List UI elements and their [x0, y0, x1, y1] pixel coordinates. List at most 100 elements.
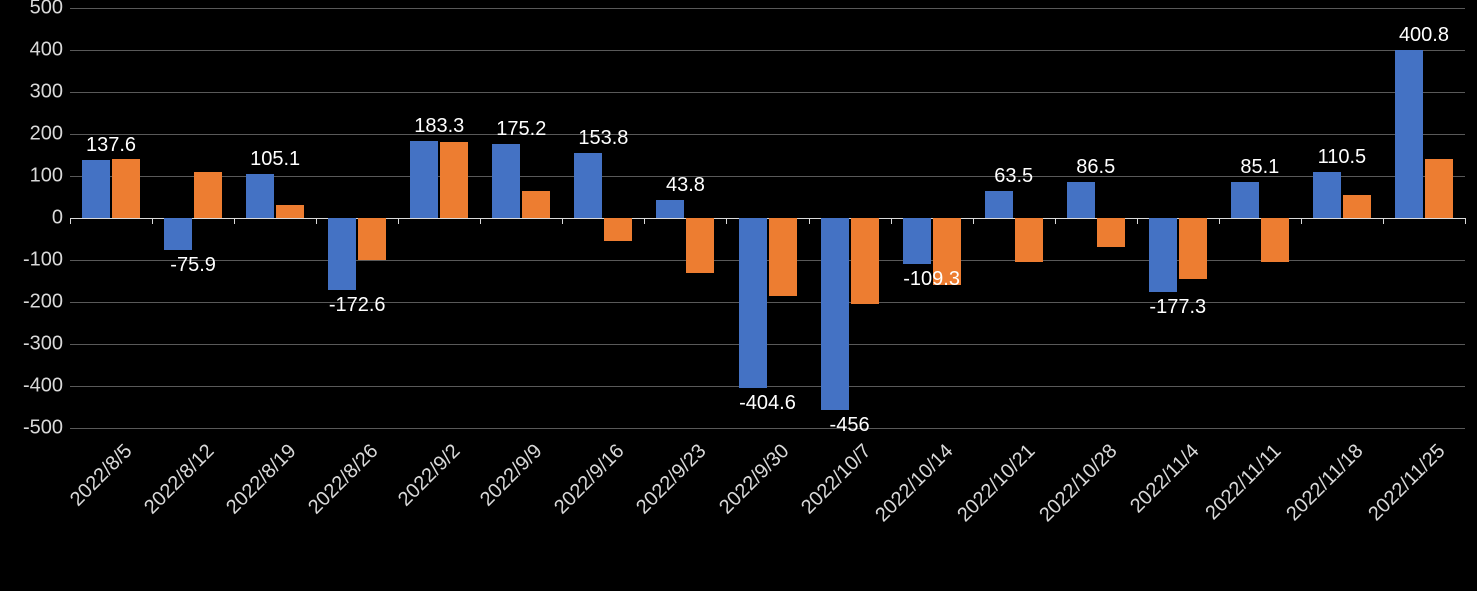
x-tick-mark [1301, 218, 1302, 224]
bar-chart: 5004003002001000-100-200-300-400-500137.… [0, 0, 1477, 591]
gridline [70, 134, 1465, 135]
x-tick-mark [152, 218, 153, 224]
plot-area [70, 8, 1465, 428]
bar-series2 [686, 218, 714, 273]
data-label: 63.5 [994, 165, 1033, 188]
bar-series2 [522, 191, 550, 218]
bar-series1 [492, 144, 520, 218]
y-tick-label: -400 [8, 375, 63, 398]
bar-series1 [903, 218, 931, 264]
gridline [70, 386, 1465, 387]
data-label: 86.5 [1076, 156, 1115, 179]
x-tick-mark [644, 218, 645, 224]
data-label: 85.1 [1240, 156, 1279, 179]
bar-series1 [1067, 182, 1095, 218]
data-label: -177.3 [1149, 296, 1206, 319]
y-tick-label: 0 [8, 207, 63, 230]
x-tick-mark [726, 218, 727, 224]
bar-series1 [410, 141, 438, 218]
y-tick-label: -100 [8, 249, 63, 272]
data-label: -172.6 [329, 294, 386, 317]
x-tick-label: 2022/9/16 [536, 440, 630, 534]
x-tick-label: 2022/10/14 [864, 440, 958, 534]
x-tick-mark [973, 218, 974, 224]
bar-series1 [164, 218, 192, 250]
bar-series1 [328, 218, 356, 290]
bar-series2 [1015, 218, 1043, 262]
data-label: -456 [830, 414, 870, 437]
bar-series1 [246, 174, 274, 218]
x-tick-mark [480, 218, 481, 224]
x-tick-label: 2022/9/2 [371, 440, 465, 534]
x-tick-mark [1219, 218, 1220, 224]
x-tick-label: 2022/10/28 [1028, 440, 1122, 534]
gridline [70, 428, 1465, 429]
bar-series1 [1313, 172, 1341, 218]
gridline [70, 260, 1465, 261]
data-label: 43.8 [666, 174, 705, 197]
data-label: 110.5 [1318, 146, 1367, 169]
x-tick-mark [1055, 218, 1056, 224]
y-tick-label: 200 [8, 123, 63, 146]
gridline [70, 302, 1465, 303]
bar-series2 [1425, 159, 1453, 218]
gridline [70, 344, 1465, 345]
x-tick-label: 2022/11/11 [1192, 440, 1286, 534]
x-tick-label: 2022/9/9 [454, 440, 548, 534]
bar-series2 [276, 205, 304, 218]
x-tick-label: 2022/9/23 [618, 440, 712, 534]
x-tick-mark [398, 218, 399, 224]
x-tick-mark [70, 218, 71, 224]
data-label: 105.1 [250, 148, 300, 171]
y-tick-label: 300 [8, 81, 63, 104]
y-tick-label: 500 [8, 0, 63, 20]
x-tick-mark [234, 218, 235, 224]
x-tick-mark [1465, 218, 1466, 224]
x-tick-label: 2022/8/5 [43, 440, 137, 534]
y-tick-label: -300 [8, 333, 63, 356]
x-tick-label: 2022/11/25 [1356, 440, 1450, 534]
bar-series2 [1261, 218, 1289, 262]
x-tick-mark [1383, 218, 1384, 224]
x-axis-line [70, 218, 1465, 219]
data-label: 175.2 [496, 118, 546, 141]
y-tick-label: -500 [8, 417, 63, 440]
x-tick-label: 2022/11/18 [1274, 440, 1368, 534]
y-tick-label: -200 [8, 291, 63, 314]
bar-series2 [604, 218, 632, 241]
bar-series1 [574, 153, 602, 218]
bar-series2 [440, 142, 468, 218]
bar-series2 [769, 218, 797, 296]
x-tick-label: 2022/8/19 [207, 440, 301, 534]
bar-series2 [1179, 218, 1207, 279]
x-tick-mark [891, 218, 892, 224]
bar-series2 [358, 218, 386, 260]
bar-series1 [656, 200, 684, 218]
bar-series2 [851, 218, 879, 304]
x-tick-label: 2022/10/7 [782, 440, 876, 534]
x-tick-mark [1137, 218, 1138, 224]
bar-series1 [82, 160, 110, 218]
bar-series2 [1097, 218, 1125, 247]
bar-series1 [1395, 50, 1423, 218]
data-label: -109.3 [903, 268, 960, 291]
bar-series1 [1149, 218, 1177, 292]
bar-series2 [194, 172, 222, 218]
x-tick-label: 2022/10/21 [946, 440, 1040, 534]
gridline [70, 50, 1465, 51]
data-label: 137.6 [86, 134, 136, 157]
data-label: 183.3 [414, 115, 464, 138]
x-tick-mark [809, 218, 810, 224]
bar-series1 [739, 218, 767, 388]
x-tick-label: 2022/8/12 [125, 440, 219, 534]
bar-series1 [985, 191, 1013, 218]
data-label: -75.9 [170, 254, 216, 277]
x-tick-mark [316, 218, 317, 224]
bar-series2 [112, 159, 140, 218]
data-label: 153.8 [578, 127, 628, 150]
x-tick-label: 2022/9/30 [700, 440, 794, 534]
x-tick-label: 2022/11/4 [1110, 440, 1204, 534]
x-tick-label: 2022/8/26 [289, 440, 383, 534]
gridline [70, 8, 1465, 9]
bar-series1 [821, 218, 849, 410]
